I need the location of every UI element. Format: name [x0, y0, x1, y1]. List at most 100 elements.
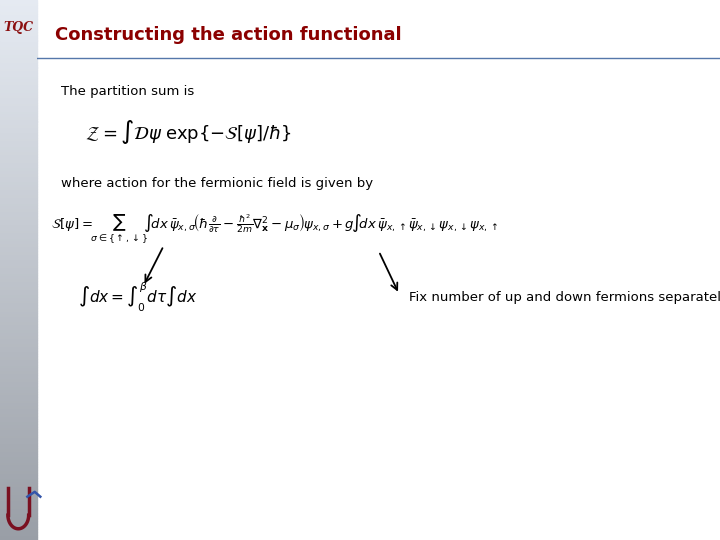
Bar: [0, 456, 37, 459]
Bar: [0, 113, 37, 116]
Text: $\mathcal{S}[\psi] = \!\!\sum_{\sigma\in\{\uparrow,\downarrow\}}\!\! \int\! dx\,: $\mathcal{S}[\psi] = \!\!\sum_{\sigma\in…: [51, 213, 498, 246]
Bar: [0, 429, 37, 432]
Bar: [0, 351, 37, 354]
Bar: [0, 413, 37, 416]
Bar: [0, 324, 37, 327]
Bar: [0, 213, 37, 216]
Bar: [0, 389, 37, 392]
Bar: [0, 43, 37, 46]
Bar: [0, 5, 37, 8]
Text: Fix number of up and down fermions separately: Fix number of up and down fermions separ…: [410, 291, 720, 303]
Bar: [0, 383, 37, 386]
Bar: [0, 68, 37, 70]
Bar: [0, 40, 37, 43]
Bar: [0, 424, 37, 427]
Bar: [0, 408, 37, 410]
Bar: [0, 262, 37, 265]
Bar: [0, 497, 37, 500]
Bar: [0, 386, 37, 389]
Bar: [0, 89, 37, 92]
Bar: [0, 238, 37, 240]
Bar: [0, 100, 37, 103]
Bar: [0, 529, 37, 532]
Bar: [0, 289, 37, 292]
Bar: [0, 481, 37, 483]
Bar: [0, 154, 37, 157]
Bar: [0, 343, 37, 346]
Bar: [0, 116, 37, 119]
Bar: [0, 108, 37, 111]
Bar: [0, 8, 37, 11]
Bar: [0, 30, 37, 32]
Bar: [0, 135, 37, 138]
Bar: [0, 370, 37, 373]
Bar: [0, 313, 37, 316]
Bar: [0, 478, 37, 481]
Bar: [0, 192, 37, 194]
Text: $\mathcal{Z} = \int \mathcal{D}\psi \; \mathrm{exp}\left\{-\mathcal{S}\left[\psi: $\mathcal{Z} = \int \mathcal{D}\psi \; \…: [85, 118, 292, 146]
Bar: [0, 418, 37, 421]
Bar: [0, 54, 37, 57]
Bar: [0, 159, 37, 162]
Bar: [0, 49, 37, 51]
Bar: [0, 251, 37, 254]
Bar: [0, 270, 37, 273]
Bar: [0, 51, 37, 54]
Bar: [0, 140, 37, 143]
Bar: [0, 208, 37, 211]
Bar: [0, 65, 37, 68]
Bar: [0, 92, 37, 94]
Bar: [0, 162, 37, 165]
Bar: [0, 94, 37, 97]
Bar: [0, 86, 37, 89]
Bar: [0, 73, 37, 76]
Bar: [0, 505, 37, 508]
Bar: [0, 472, 37, 475]
Bar: [0, 232, 37, 235]
Bar: [0, 81, 37, 84]
Bar: [0, 243, 37, 246]
Bar: [0, 524, 37, 526]
Bar: [0, 3, 37, 5]
Bar: [0, 248, 37, 251]
Bar: [0, 459, 37, 462]
Bar: [0, 319, 37, 321]
Bar: [0, 489, 37, 491]
Bar: [0, 78, 37, 81]
Bar: [0, 143, 37, 146]
Bar: [0, 281, 37, 284]
Bar: [0, 259, 37, 262]
Bar: [0, 216, 37, 219]
Bar: [0, 119, 37, 122]
Bar: [0, 130, 37, 132]
Bar: [0, 286, 37, 289]
Bar: [0, 308, 37, 310]
Bar: [0, 22, 37, 24]
Bar: [0, 427, 37, 429]
Text: where action for the fermionic field is given by: where action for the fermionic field is …: [61, 177, 374, 190]
Bar: [0, 486, 37, 489]
Bar: [0, 513, 37, 516]
Bar: [0, 532, 37, 535]
Bar: [0, 240, 37, 243]
Bar: [0, 105, 37, 108]
Bar: [0, 194, 37, 197]
Bar: [0, 510, 37, 513]
Bar: [0, 235, 37, 238]
Bar: [0, 202, 37, 205]
Bar: [0, 254, 37, 256]
Bar: [0, 521, 37, 524]
Bar: [0, 526, 37, 529]
Bar: [0, 335, 37, 338]
Bar: [0, 111, 37, 113]
Bar: [0, 184, 37, 186]
Bar: [0, 451, 37, 454]
Bar: [0, 378, 37, 381]
Bar: [0, 491, 37, 494]
Text: TQC: TQC: [4, 21, 34, 33]
Bar: [0, 197, 37, 200]
Bar: [0, 132, 37, 135]
Bar: [0, 146, 37, 148]
Bar: [0, 446, 37, 448]
Bar: [0, 84, 37, 86]
